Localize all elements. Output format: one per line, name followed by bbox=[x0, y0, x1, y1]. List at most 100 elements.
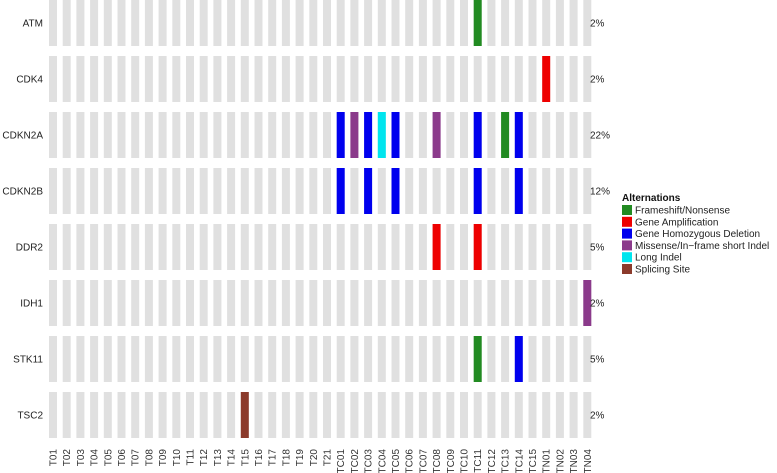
cell-background bbox=[514, 224, 523, 270]
legend-label-amplification: Gene Amplification bbox=[635, 217, 718, 228]
cell-background bbox=[350, 280, 359, 326]
cell-background bbox=[487, 168, 496, 214]
cell-background bbox=[336, 56, 345, 102]
percentage-label: 2% bbox=[590, 75, 605, 86]
cell-background bbox=[391, 224, 400, 270]
sample-labels: T01 T02 T03 T04 T05 T06 T07 T08 T09 T10 T11 T12 T13 T… bbox=[49, 449, 594, 473]
sample-label: T14 bbox=[227, 449, 238, 467]
cell-background bbox=[131, 336, 140, 382]
cell-background bbox=[418, 224, 427, 270]
cell-background bbox=[528, 392, 537, 438]
cell-background bbox=[254, 392, 263, 438]
cell-background bbox=[583, 56, 592, 102]
cell-background bbox=[446, 0, 455, 46]
cell-background bbox=[227, 56, 236, 102]
gene-label: STK11 bbox=[13, 355, 43, 366]
cell-background bbox=[569, 0, 578, 46]
cell-background bbox=[172, 336, 181, 382]
cell-background bbox=[103, 280, 112, 326]
cell-background bbox=[391, 280, 400, 326]
cell-background bbox=[446, 280, 455, 326]
cell-background bbox=[460, 336, 468, 382]
cell-background bbox=[76, 392, 85, 438]
alteration-cell-missense bbox=[583, 280, 592, 326]
cell-background bbox=[62, 168, 71, 214]
cell-background bbox=[158, 224, 167, 270]
cell-background bbox=[90, 224, 99, 270]
cell-background bbox=[432, 392, 441, 438]
cell-background bbox=[377, 0, 386, 46]
legend-swatch-splicing bbox=[622, 264, 632, 274]
alteration-cell-deletion bbox=[514, 336, 523, 382]
cell-background bbox=[487, 112, 496, 158]
cell-background bbox=[405, 168, 414, 214]
cell-background bbox=[144, 336, 153, 382]
cell-background bbox=[158, 392, 167, 438]
cell-background bbox=[240, 56, 249, 102]
alteration-cell-splicing bbox=[240, 392, 249, 438]
cell-background bbox=[213, 168, 222, 214]
cell-background bbox=[336, 336, 345, 382]
cell-background bbox=[309, 336, 318, 382]
cell-background bbox=[528, 56, 537, 102]
cell-background bbox=[309, 168, 318, 214]
alteration-cell-amplification bbox=[542, 56, 551, 102]
cell-background bbox=[377, 392, 386, 438]
legend-swatch-missense bbox=[622, 240, 632, 251]
gene-labels: ATM CDK4 CDKN2A CDKN2B DDR2 IDH1 STK11 TSC2 bbox=[2, 19, 43, 422]
cell-background bbox=[213, 112, 222, 158]
cell-background bbox=[542, 224, 551, 270]
alteration-cell-deletion bbox=[364, 168, 373, 214]
cell-background bbox=[418, 392, 427, 438]
cell-background bbox=[460, 56, 468, 102]
cell-background bbox=[460, 168, 468, 214]
cell-background bbox=[186, 112, 194, 158]
cell-background bbox=[172, 392, 181, 438]
percentage-label: 22% bbox=[590, 131, 610, 142]
sample-label: T16 bbox=[254, 449, 265, 467]
cell-background bbox=[144, 0, 153, 46]
cell-background bbox=[254, 280, 263, 326]
cell-background bbox=[528, 280, 537, 326]
cell-background bbox=[446, 168, 455, 214]
cell-background bbox=[323, 168, 331, 214]
cell-background bbox=[336, 0, 345, 46]
cell-background bbox=[555, 392, 564, 438]
cell-background bbox=[281, 0, 290, 46]
cell-background bbox=[323, 112, 331, 158]
sample-label: TC09 bbox=[446, 449, 457, 473]
legend-label-missense: Missense/In−frame short Indel bbox=[635, 241, 769, 252]
cell-background bbox=[487, 280, 496, 326]
cell-background bbox=[446, 336, 455, 382]
cell-background bbox=[569, 336, 578, 382]
cell-background bbox=[227, 224, 236, 270]
cell-background bbox=[418, 280, 427, 326]
cell-background bbox=[268, 168, 277, 214]
cell-background bbox=[49, 336, 57, 382]
cell-background bbox=[76, 0, 85, 46]
cell-background bbox=[131, 224, 140, 270]
percentage-label: 2% bbox=[590, 299, 605, 310]
cell-background bbox=[295, 112, 304, 158]
legend-label-frameshift: Frameshift/Nonsense bbox=[635, 206, 730, 217]
gene-label: DDR2 bbox=[16, 243, 44, 254]
cell-background bbox=[391, 336, 400, 382]
cell-background bbox=[172, 112, 181, 158]
cell-background bbox=[281, 392, 290, 438]
sample-label: T12 bbox=[199, 449, 210, 467]
cell-background bbox=[268, 0, 277, 46]
sample-label: TC01 bbox=[336, 449, 347, 473]
cell-background bbox=[514, 280, 523, 326]
cell-background bbox=[227, 280, 236, 326]
sample-label: TC14 bbox=[514, 449, 525, 473]
sample-label: T10 bbox=[172, 449, 183, 467]
cell-background bbox=[446, 112, 455, 158]
cell-background bbox=[281, 168, 290, 214]
cell-background bbox=[76, 168, 85, 214]
gene-label: CDKN2A bbox=[2, 131, 43, 142]
sample-label: TC15 bbox=[528, 449, 539, 473]
cell-background bbox=[391, 392, 400, 438]
cell-background bbox=[240, 336, 249, 382]
cell-background bbox=[186, 336, 194, 382]
cell-background bbox=[76, 280, 85, 326]
